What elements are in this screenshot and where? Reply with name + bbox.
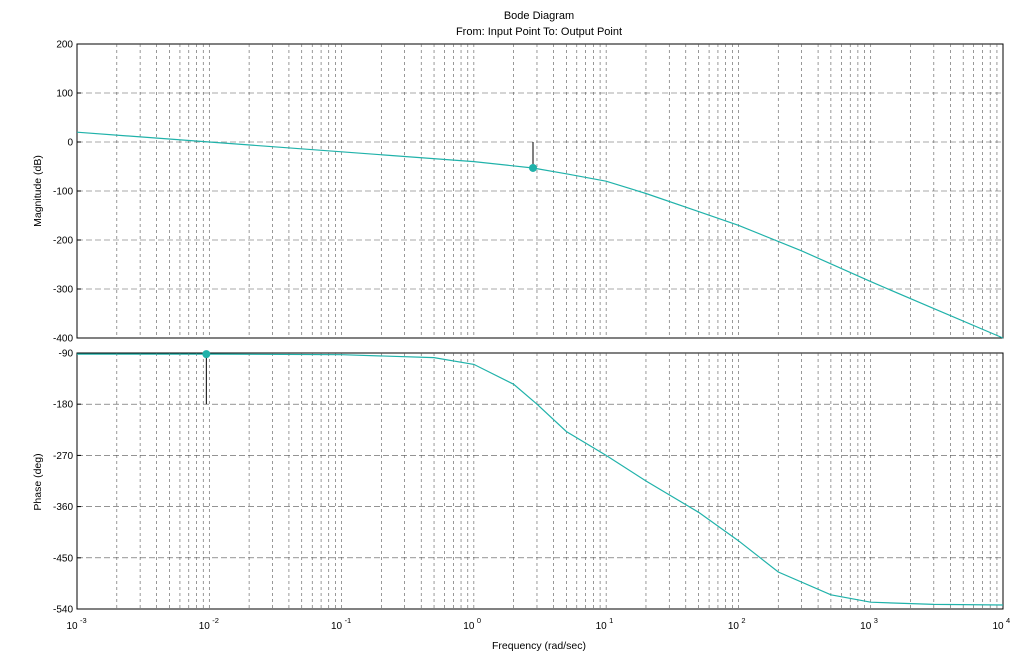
frequency-tick-label: 10	[331, 621, 343, 632]
magnitude-ytick-label: -200	[53, 236, 73, 247]
phase-response-line	[77, 353, 1004, 606]
magnitude-ytick-label: 100	[56, 89, 73, 100]
magnitude-ytick-label: -400	[53, 334, 73, 345]
frequency-tick-label: 10	[728, 621, 740, 632]
phase-plot-area	[76, 352, 1004, 610]
frequency-tick-exponent: 1	[609, 616, 613, 625]
frequency-tick-label: 10	[66, 621, 78, 632]
frequency-tick-exponent: 4	[1006, 616, 1010, 625]
frequency-tick-exponent: -1	[345, 616, 352, 625]
phase-axis-label: Phase (deg)	[32, 453, 44, 510]
frequency-tick-label: 10	[199, 621, 211, 632]
frequency-tick-exponent: 0	[477, 616, 481, 625]
frequency-tick-label: 10	[992, 621, 1004, 632]
frequency-tick-label: 10	[463, 621, 475, 632]
magnitude-ytick-label: 200	[56, 40, 73, 51]
frequency-tick-exponent: -2	[212, 616, 219, 625]
phase-ytick-label: -540	[53, 605, 73, 616]
frequency-tick-exponent: 3	[874, 616, 878, 625]
magnitude-axis-label: Magnitude (dB)	[32, 155, 44, 227]
phase-ytick-label: -360	[53, 502, 73, 513]
chart-title: Bode Diagram	[504, 10, 574, 22]
frequency-tick-label: 10	[860, 621, 872, 632]
frequency-axis-label: Frequency (rad/sec)	[492, 640, 586, 652]
magnitude-ytick-label: 0	[67, 138, 73, 149]
phase-marker[interactable]	[202, 350, 211, 359]
magnitude-ytick-label: -300	[53, 285, 73, 296]
phase-panel: -90 -180 -270 -360 -450 -540	[53, 349, 1004, 616]
frequency-tick-label: 10	[596, 621, 608, 632]
phase-ytick-label: -90	[59, 349, 74, 360]
chart-subtitle: From: Input Point To: Output Point	[456, 26, 622, 38]
phase-ytick-label: -270	[53, 451, 73, 462]
magnitude-response-line	[76, 131, 1004, 339]
frequency-tick-exponent: 2	[741, 616, 745, 625]
magnitude-ytick-label: -100	[53, 187, 73, 198]
phase-ytick-label: -180	[53, 400, 73, 411]
phase-ytick-label: -450	[53, 553, 73, 564]
frequency-tick-exponent: -3	[80, 616, 87, 625]
magnitude-marker[interactable]	[529, 163, 538, 172]
magnitude-panel: 200 100 0 -100 -200 -300 -400	[53, 40, 1004, 345]
